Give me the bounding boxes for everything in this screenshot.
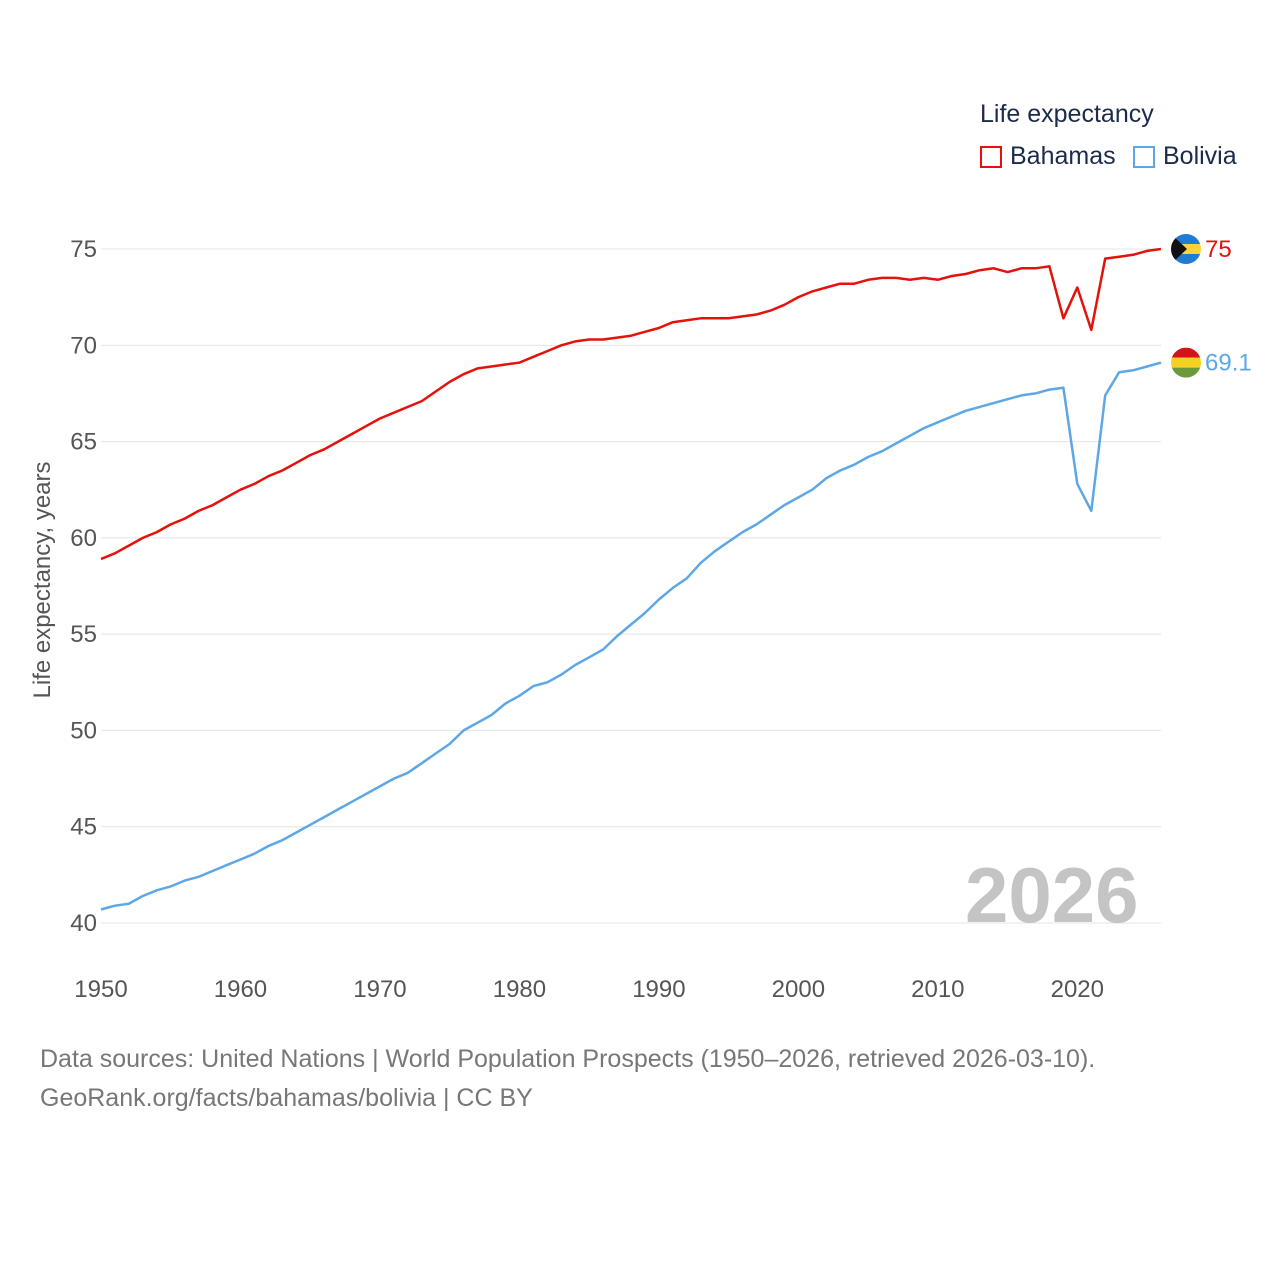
x-tick-label-2000: 2000 bbox=[772, 976, 825, 1003]
end-label-bolivia: 69.1 bbox=[1205, 350, 1252, 377]
legend-label-bahamas: Bahamas bbox=[1010, 142, 1116, 170]
x-tick-label-1970: 1970 bbox=[353, 976, 406, 1003]
x-tick-label-2020: 2020 bbox=[1051, 976, 1104, 1003]
legend-swatch-bolivia bbox=[1133, 145, 1155, 168]
x-tick-label-1990: 1990 bbox=[632, 976, 685, 1003]
legend-item-bolivia[interactable]: Bolivia bbox=[1133, 142, 1237, 171]
footer-sources: Data sources: United Nations | World Pop… bbox=[40, 1045, 1096, 1073]
legend-swatch-bahamas bbox=[980, 145, 1002, 168]
series-lines bbox=[100, 247, 1162, 911]
x-axis: 1950 1960 1970 1980 1990 2000 2010 2020 bbox=[74, 976, 1104, 1003]
legend-title: Life expectancy bbox=[980, 100, 1154, 128]
end-markers: 75 69.1 bbox=[1171, 234, 1252, 378]
x-tick-label-1950: 1950 bbox=[74, 976, 127, 1003]
y-tick-label-50: 50 bbox=[70, 717, 97, 744]
footer-attribution[interactable]: GeoRank.org/facts/bahamas/bolivia | CC B… bbox=[40, 1084, 533, 1112]
flag-icon-bolivia bbox=[1171, 347, 1201, 378]
y-axis-label: Life expectancy, years bbox=[29, 461, 56, 698]
gridlines bbox=[101, 248, 1161, 924]
y-axis: 40 45 50 55 60 65 70 75 bbox=[70, 236, 97, 937]
y-tick-label-45: 45 bbox=[70, 814, 97, 841]
legend-item-bahamas[interactable]: Bahamas bbox=[980, 142, 1116, 171]
current-year-watermark: 2026 bbox=[965, 851, 1139, 939]
y-tick-label-60: 60 bbox=[70, 525, 97, 552]
x-tick-label-1980: 1980 bbox=[493, 976, 546, 1003]
flag-icon-bahamas bbox=[1171, 234, 1201, 264]
x-tick-label-1960: 1960 bbox=[214, 976, 267, 1003]
series-line-bahamas bbox=[100, 247, 1162, 561]
series-line-bolivia bbox=[100, 361, 1162, 911]
y-tick-label-65: 65 bbox=[70, 429, 97, 456]
legend-label-bolivia: Bolivia bbox=[1163, 142, 1237, 170]
y-tick-label-40: 40 bbox=[70, 910, 97, 937]
end-label-bahamas: 75 bbox=[1205, 236, 1232, 263]
y-tick-label-70: 70 bbox=[70, 332, 97, 359]
x-tick-label-2010: 2010 bbox=[911, 976, 964, 1003]
y-tick-label-75: 75 bbox=[70, 236, 97, 263]
y-tick-label-55: 55 bbox=[70, 621, 97, 648]
